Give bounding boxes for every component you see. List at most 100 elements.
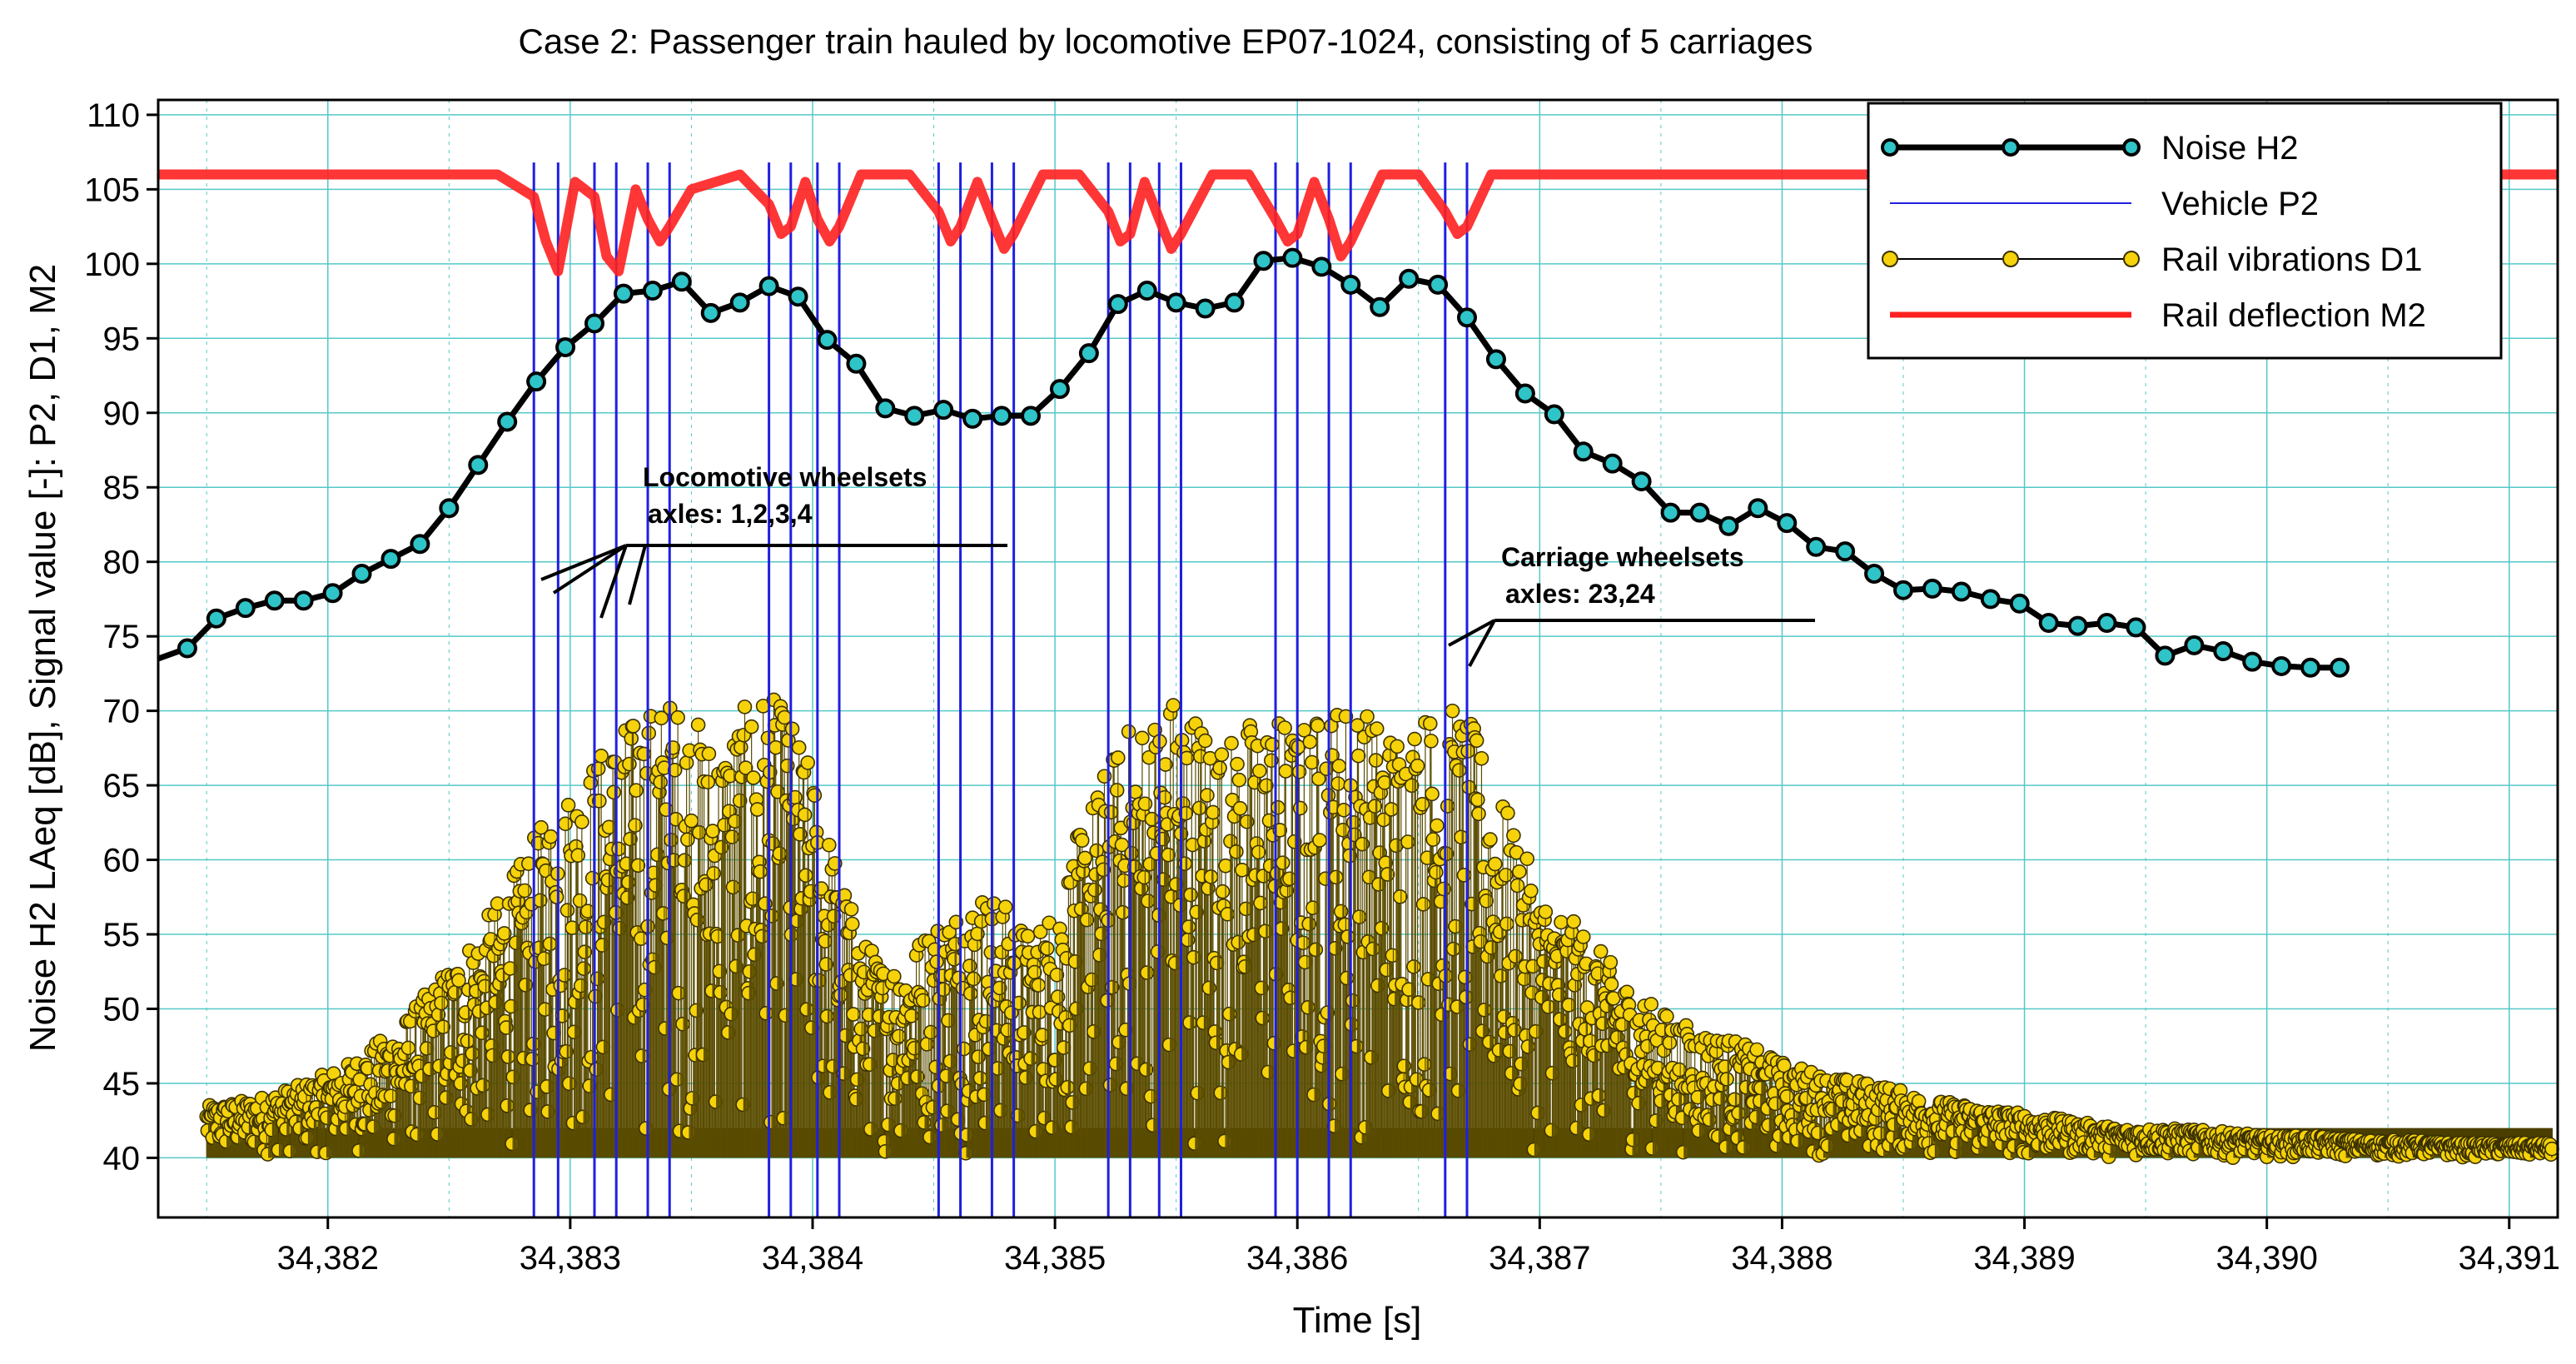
x-tick-label: 34,383 xyxy=(520,1240,621,1277)
vibration-point xyxy=(1407,731,1422,747)
vibration-point xyxy=(1312,833,1327,848)
vibration-point xyxy=(1644,997,1659,1012)
vibration-point xyxy=(1330,776,1345,791)
vibration-point xyxy=(725,879,741,895)
vibration-point xyxy=(1436,881,1451,897)
noise-point xyxy=(1893,580,1913,600)
vibration-point xyxy=(1368,753,1384,768)
vibration-point xyxy=(1292,800,1308,816)
vibration-point xyxy=(500,1098,515,1113)
vibration-point xyxy=(560,798,576,813)
vibration-point xyxy=(584,870,600,886)
noise-point xyxy=(1021,406,1041,426)
vibration-point xyxy=(1181,919,1196,934)
vibration-point xyxy=(1329,869,1344,885)
vibration-point xyxy=(714,839,729,855)
noise-point xyxy=(1166,292,1186,313)
vibration-point xyxy=(1575,929,1591,944)
noise-point xyxy=(1544,404,1564,425)
vibration-point xyxy=(592,794,607,809)
vibration-point xyxy=(1310,718,1325,734)
noise-point xyxy=(904,406,925,426)
vibration-point xyxy=(559,903,575,918)
vibration-point xyxy=(1445,703,1460,719)
noise-point xyxy=(2155,645,2176,666)
noise-point xyxy=(2184,635,2205,655)
vibration-point xyxy=(1135,730,1150,746)
vibration-point xyxy=(1074,833,1090,849)
vibration-point xyxy=(1422,716,1438,731)
vibration-point xyxy=(1212,760,1227,775)
vibration-point xyxy=(1039,941,1055,956)
noise-point xyxy=(2271,655,2292,676)
vibration-point xyxy=(1390,739,1405,754)
noise-point xyxy=(177,638,197,659)
noise-point xyxy=(846,353,867,374)
vibration-point xyxy=(734,739,748,755)
vibration-point xyxy=(1203,869,1219,884)
vibration-point xyxy=(1479,894,1494,909)
noise-point xyxy=(235,598,256,619)
noise-point xyxy=(555,337,576,358)
vibration-point xyxy=(701,746,717,762)
vibration-point xyxy=(947,952,962,967)
noise-point xyxy=(1311,256,1332,277)
vibration-point xyxy=(1060,1079,1076,1095)
vibration-point xyxy=(909,1069,925,1084)
vibration-point xyxy=(818,933,833,949)
vibration-point xyxy=(1477,1002,1492,1018)
noise-point xyxy=(1835,541,1856,562)
vibration-point xyxy=(799,1002,814,1018)
vibration-point xyxy=(1469,733,1484,749)
vibration-point xyxy=(1470,792,1485,808)
vibration-point xyxy=(1365,941,1380,957)
vibration-point xyxy=(705,824,720,839)
vibration-point xyxy=(1138,1062,1154,1078)
chart-title: Case 2: Passenger train hauled by locomo… xyxy=(519,22,1813,61)
vibration-point xyxy=(915,993,931,1008)
noise-point xyxy=(1078,343,1099,364)
vibration-point xyxy=(1302,734,1318,749)
noise-point xyxy=(584,313,604,334)
vibration-point xyxy=(1471,806,1486,822)
vibration-point xyxy=(543,829,559,844)
noise-point xyxy=(2067,615,2088,636)
vibration-point xyxy=(1487,856,1503,872)
vibration-point xyxy=(577,944,593,959)
vibration-point xyxy=(1230,756,1245,772)
vibration-point xyxy=(654,710,669,726)
noise-point xyxy=(1107,294,1128,315)
vibration-point xyxy=(1232,800,1248,816)
noise-point xyxy=(322,583,343,604)
vibration-point xyxy=(1271,799,1286,815)
vibration-point xyxy=(1374,920,1390,936)
noise-point xyxy=(817,330,838,351)
noise-point xyxy=(933,400,954,421)
vibration-point xyxy=(1474,750,1489,766)
vibration-point xyxy=(625,719,641,734)
vibration-point xyxy=(624,731,639,746)
vibration-point xyxy=(1252,764,1267,779)
noise-point xyxy=(1748,498,1768,519)
noise-point xyxy=(2330,657,2350,678)
vibration-point xyxy=(1662,1035,1678,1051)
noise-point xyxy=(1689,502,1710,523)
vibration-point xyxy=(1392,889,1408,904)
vibration-point xyxy=(1457,969,1473,985)
vibration-point xyxy=(1031,978,1047,993)
vibration-point xyxy=(843,902,859,917)
vibration-point xyxy=(956,1041,972,1057)
vibration-point xyxy=(1111,750,1126,765)
vibration-point xyxy=(584,1049,599,1065)
noise-point xyxy=(1631,471,1652,492)
noise-point xyxy=(1340,274,1361,295)
vibration-point xyxy=(1519,851,1534,867)
vibration-point xyxy=(1020,928,1036,944)
vibration-point xyxy=(630,858,646,874)
noise-point xyxy=(729,292,750,313)
noise-point xyxy=(1980,589,2001,610)
noise-point xyxy=(1370,296,1390,317)
vibration-point xyxy=(606,784,622,800)
vibration-point xyxy=(475,1078,490,1093)
vibration-point xyxy=(1350,748,1366,764)
